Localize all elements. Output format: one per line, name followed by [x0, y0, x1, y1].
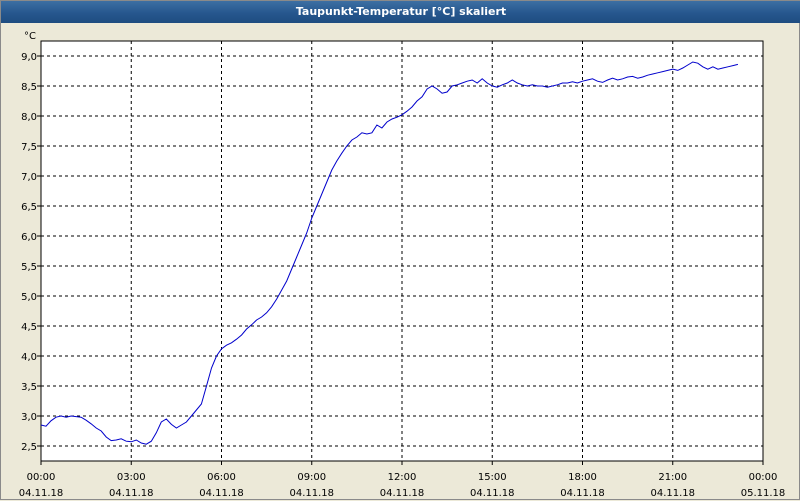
x-tick-date-label: 05.11.18 — [741, 488, 786, 499]
y-unit-label: °C — [24, 31, 36, 42]
window-title: Taupunkt-Temperatur [°C] skaliert — [1, 1, 800, 23]
series-line-dewpoint — [40, 61, 739, 445]
x-tick-time-label: 09:00 — [297, 472, 326, 483]
plot-frame — [40, 40, 764, 462]
y-tick-label: 3,5 — [21, 382, 37, 393]
x-tick-date-label: 04.11.18 — [380, 488, 425, 499]
y-tick-label: 6,0 — [21, 232, 37, 243]
x-tick-date-label: 04.11.18 — [19, 488, 64, 499]
y-tick-label: 7,0 — [21, 172, 37, 183]
y-tick-label: 6,5 — [21, 202, 37, 213]
x-tick-time-label: 18:00 — [568, 472, 597, 483]
y-tick-label: 7,5 — [21, 142, 37, 153]
x-tick-time-label: 21:00 — [658, 472, 687, 483]
x-tick-time-label: 00:00 — [27, 472, 56, 483]
x-tick-date-label: 04.11.18 — [289, 488, 334, 499]
y-tick-label: 2,5 — [21, 442, 37, 453]
x-tick-time-label: 12:00 — [388, 472, 417, 483]
y-tick-label: 3,0 — [21, 412, 37, 423]
x-tick-time-label: 03:00 — [117, 472, 146, 483]
x-tick-date-label: 04.11.18 — [199, 488, 244, 499]
x-tick-time-label: 06:00 — [207, 472, 236, 483]
y-tick-label: 5,5 — [21, 262, 37, 273]
x-tick-time-label: 15:00 — [478, 472, 507, 483]
y-tick-label: 8,0 — [21, 112, 37, 123]
x-tick-date-label: 04.11.18 — [109, 488, 154, 499]
y-tick-label: 8,5 — [21, 82, 37, 93]
y-tick-label: 9,0 — [21, 52, 37, 63]
x-tick-time-label: 00:00 — [749, 472, 778, 483]
y-tick-label: 4,0 — [21, 352, 37, 363]
x-tick-date-label: 04.11.18 — [560, 488, 605, 499]
x-tick-date-label: 04.11.18 — [470, 488, 515, 499]
x-tick-date-label: 04.11.18 — [650, 488, 695, 499]
y-tick-label: 4,5 — [21, 322, 37, 333]
y-tick-label: 5,0 — [21, 292, 37, 303]
chart-area: 9,0 8,5 8,0 7,5 7,0 6,5 6,0 5,5 5,0 4,5 4,0 3,5 3,0 2… — [19, 31, 786, 499]
